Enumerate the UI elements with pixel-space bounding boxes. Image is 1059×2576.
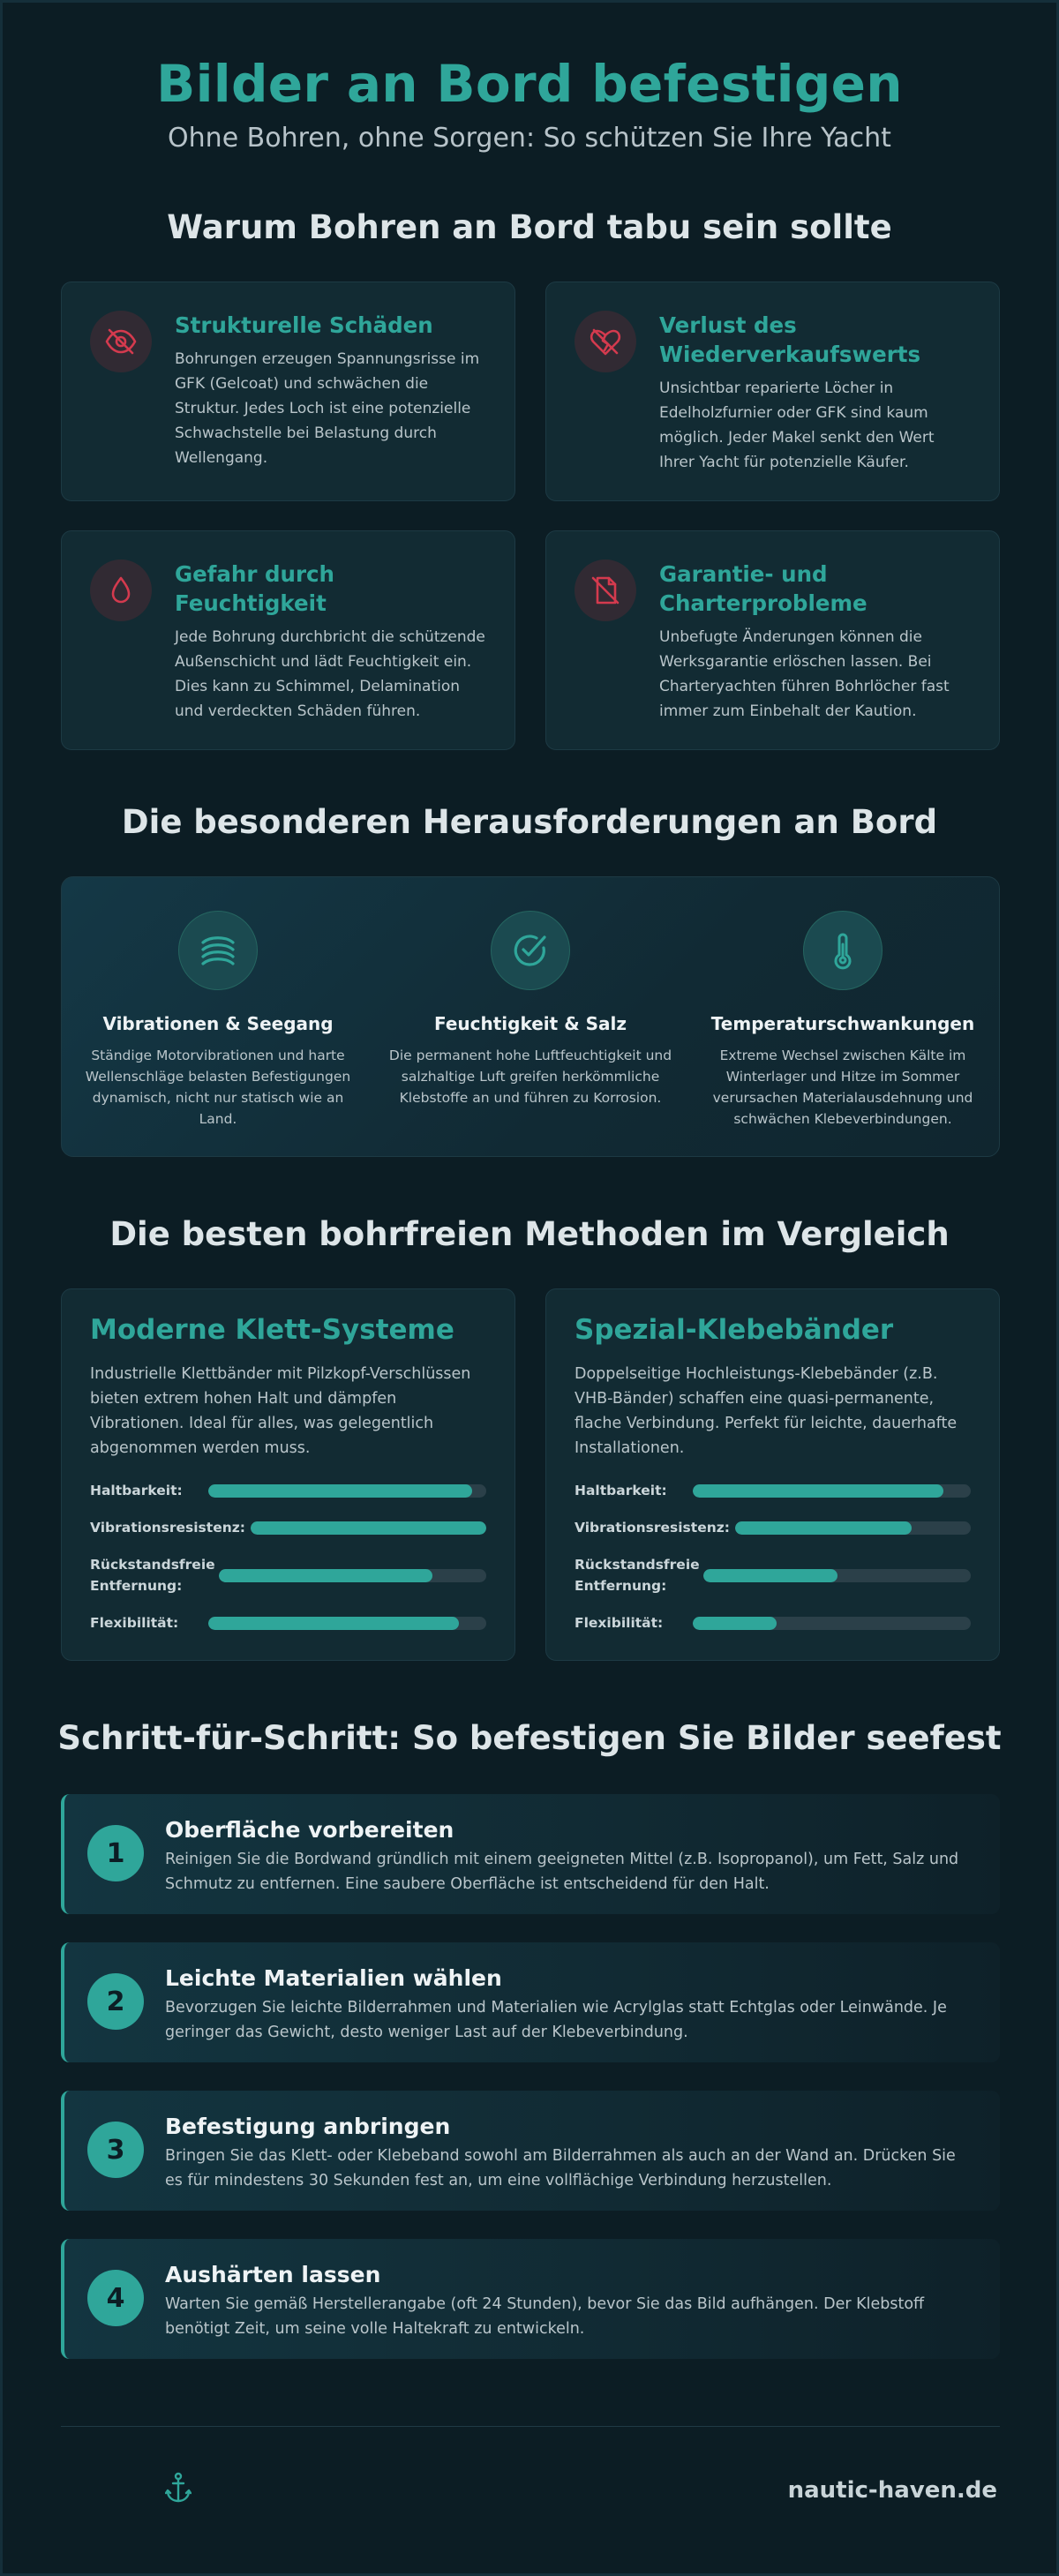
rating-track xyxy=(208,1483,486,1498)
step-item: 1 Oberfläche vorbereiten Reinigen Sie di… xyxy=(61,1794,1000,1914)
step-item: 3 Befestigung anbringen Bringen Sie das … xyxy=(61,2091,1000,2211)
rating-track xyxy=(693,1616,971,1630)
rating-row: Rückstandsfreie Entfernung: xyxy=(575,1554,971,1596)
why-card-text: Jede Bohrung durchbricht die schützende … xyxy=(175,628,485,720)
method-text: Doppelseitige Hochleistungs-Klebebänder … xyxy=(575,1365,958,1457)
challenge-title: Feuchtigkeit & Salz xyxy=(434,1013,627,1034)
hero: Bilder an Bord befestigen Ohne Bohren, o… xyxy=(3,3,1056,154)
challenge-title: Vibrationen & Seegang xyxy=(102,1013,334,1034)
challenges-panel: Vibrationen & Seegang Ständige Motorvibr… xyxy=(61,876,1000,1157)
eye-slash-icon xyxy=(90,311,152,372)
rating-fill xyxy=(208,1616,459,1630)
why-card-title: Strukturelle Schäden xyxy=(175,312,433,338)
document-slash-icon xyxy=(575,560,636,621)
page-subtitle: Ohne Bohren, ohne Sorgen: So schützen Si… xyxy=(168,123,891,154)
challenge-item-humidity: Feuchtigkeit & Salz Die permanent hohe L… xyxy=(374,911,687,1156)
rating-fill xyxy=(693,1483,943,1498)
water-drop-icon xyxy=(90,560,152,621)
step-text: Bringen Sie das Klett- oder Klebeband so… xyxy=(165,2147,956,2189)
heart-crack-icon xyxy=(575,311,636,372)
footer-divider xyxy=(61,2426,1000,2427)
steps-section-title: Schritt-für-Schritt: So befestigen Sie B… xyxy=(57,1719,1002,1757)
rating-row: Vibrationsresistenz: xyxy=(575,1517,971,1538)
rating-row: Flexibilität: xyxy=(575,1612,971,1633)
rating-label: Vibrationsresistenz: xyxy=(575,1520,730,1536)
challenge-text: Extreme Wechsel zwischen Kälte im Winter… xyxy=(712,1048,973,1127)
step-title: Aushärten lassen xyxy=(165,2262,381,2287)
method-title: Moderne Klett-Systeme xyxy=(90,1314,454,1346)
steps-list: 1 Oberfläche vorbereiten Reinigen Sie di… xyxy=(61,1794,1000,2359)
why-card-title: Garantie- und Charterprobleme xyxy=(659,561,867,616)
step-text: Reinigen Sie die Bordwand gründlich mit … xyxy=(165,1851,959,1893)
why-card-moisture: Gefahr durch Feuchtigkeit Jede Bohrung d… xyxy=(61,530,515,750)
step-item: 4 Aushärten lassen Warten Sie gemäß Hers… xyxy=(61,2239,1000,2359)
why-section-title: Warum Bohren an Bord tabu sein sollte xyxy=(167,208,892,246)
rating-row: Flexibilität: xyxy=(90,1612,486,1633)
methods-cards: Moderne Klett-Systeme Industrielle Klett… xyxy=(61,1288,1056,1661)
challenge-item-temperature: Temperaturschwankungen Extreme Wechsel z… xyxy=(687,911,999,1156)
rating-track xyxy=(219,1568,486,1582)
challenge-title: Temperaturschwankungen xyxy=(710,1013,975,1034)
rating-label: Flexibilität: xyxy=(575,1615,664,1631)
challenges-section-title: Die besonderen Herausforderungen an Bord xyxy=(121,803,938,841)
rating-fill xyxy=(208,1483,473,1498)
why-card-resale: Verlust des Wiederverkaufswerts Unsichtb… xyxy=(545,282,1000,501)
rating-label: Rückstandsfreie Entfernung: xyxy=(575,1557,700,1594)
step-title: Befestigung anbringen xyxy=(165,2114,451,2139)
why-card-text: Unsichtbar reparierte Löcher in Edelholz… xyxy=(659,379,935,471)
why-card-structural: Strukturelle Schäden Bohrungen erzeugen … xyxy=(61,282,515,501)
why-card-title: Gefahr durch Feuchtigkeit xyxy=(175,561,334,616)
methods-section-title: Die besten bohrfreien Methoden im Vergle… xyxy=(109,1215,950,1253)
method-card-velcro: Moderne Klett-Systeme Industrielle Klett… xyxy=(61,1288,515,1661)
rating-row: Haltbarkeit: xyxy=(90,1480,486,1501)
step-text: Bevorzugen Sie leichte Bilderrahmen und … xyxy=(165,1999,947,2041)
rating-label: Haltbarkeit: xyxy=(90,1483,183,1498)
rating-label: Flexibilität: xyxy=(90,1615,179,1631)
rating-row: Rückstandsfreie Entfernung: xyxy=(90,1554,486,1596)
step-number: 3 xyxy=(87,2122,144,2178)
step-item: 2 Leichte Materialien wählen Bevorzugen … xyxy=(61,1942,1000,2062)
rating-fill xyxy=(735,1521,913,1535)
why-card-text: Unbefugte Änderungen können die Werksgar… xyxy=(659,628,950,720)
why-card-warranty: Garantie- und Charterprobleme Unbefugte … xyxy=(545,530,1000,750)
check-circle-icon xyxy=(491,911,570,990)
rating-track xyxy=(251,1521,486,1535)
anchor-icon xyxy=(164,2472,192,2507)
rating-track xyxy=(703,1568,971,1582)
step-number: 4 xyxy=(87,2270,144,2326)
method-card-tape: Spezial-Klebebänder Doppelseitige Hochle… xyxy=(545,1288,1000,1661)
rating-row: Vibrationsresistenz: xyxy=(90,1517,486,1538)
rating-fill xyxy=(693,1616,777,1630)
rating-track xyxy=(693,1483,971,1498)
rating-fill xyxy=(219,1568,433,1582)
rating-row: Haltbarkeit: xyxy=(575,1480,971,1501)
step-text: Warten Sie gemäß Herstellerangabe (oft 2… xyxy=(165,2295,925,2338)
why-card-title: Verlust des Wiederverkaufswerts xyxy=(659,312,921,367)
method-title: Spezial-Klebebänder xyxy=(575,1314,894,1346)
rating-track xyxy=(208,1616,486,1630)
why-card-text: Bohrungen erzeugen Spannungsrisse im GFK… xyxy=(175,350,480,467)
waves-icon xyxy=(178,911,258,990)
step-number: 2 xyxy=(87,1973,144,2030)
step-number: 1 xyxy=(87,1825,144,1881)
method-text: Industrielle Klettbänder mit Pilzkopf-Ve… xyxy=(90,1365,471,1457)
challenge-text: Ständige Motorvibrationen und harte Well… xyxy=(85,1048,351,1127)
rating-label: Rückstandsfreie Entfernung: xyxy=(90,1557,215,1594)
challenge-text: Die permanent hohe Luftfeuchtigkeit und … xyxy=(388,1048,672,1106)
challenge-item-vibration: Vibrationen & Seegang Ständige Motorvibr… xyxy=(62,911,374,1156)
thermometer-icon xyxy=(803,911,882,990)
rating-label: Haltbarkeit: xyxy=(575,1483,667,1498)
why-cards: Strukturelle Schäden Bohrungen erzeugen … xyxy=(61,282,1056,750)
rating-fill xyxy=(703,1568,837,1582)
step-title: Oberfläche vorbereiten xyxy=(165,1817,454,1843)
rating-track xyxy=(735,1521,971,1535)
page-title: Bilder an Bord befestigen xyxy=(156,54,903,114)
step-title: Leichte Materialien wählen xyxy=(165,1965,502,1991)
rating-fill xyxy=(251,1521,486,1535)
footer-site-link[interactable]: nautic-haven.de xyxy=(787,2477,997,2504)
rating-label: Vibrationsresistenz: xyxy=(90,1520,245,1536)
rating-bars: Haltbarkeit: Vibrationsresistenz: Rückst… xyxy=(575,1480,971,1633)
rating-bars: Haltbarkeit: Vibrationsresistenz: Rückst… xyxy=(90,1480,486,1633)
